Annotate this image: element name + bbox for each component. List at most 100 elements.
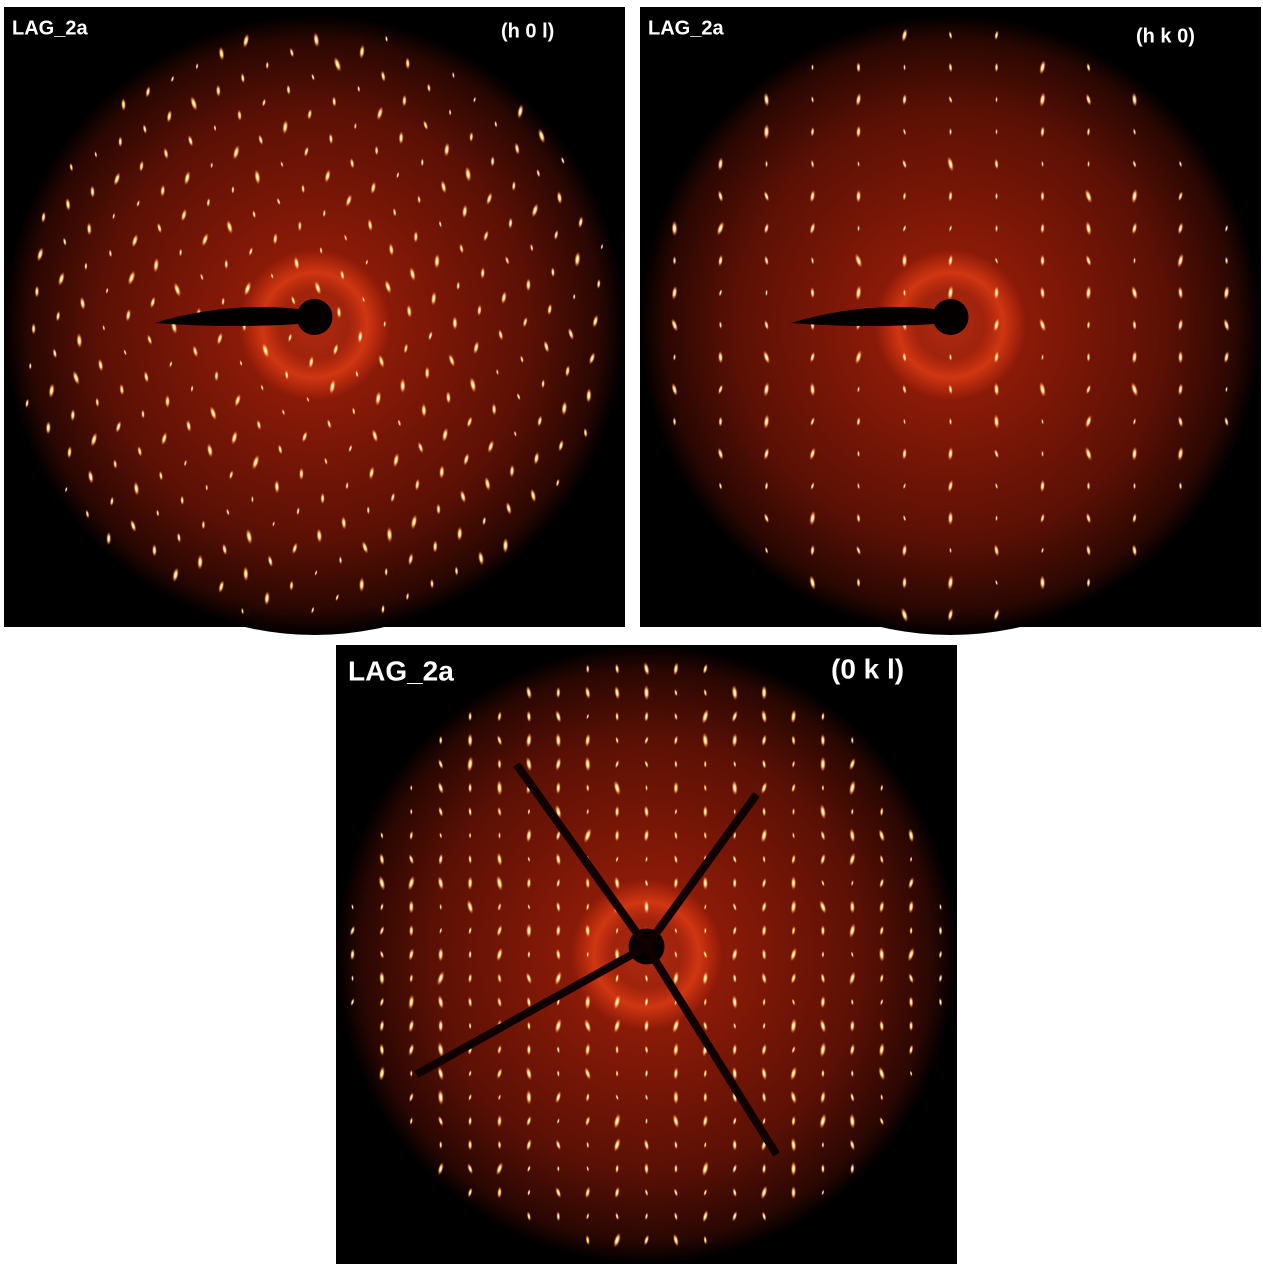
bragg-spot <box>560 156 565 165</box>
bragg-spot <box>494 120 498 128</box>
bragg-spot <box>902 514 907 522</box>
bragg-spot <box>467 1163 473 1175</box>
bragg-spot <box>673 1211 678 1221</box>
bragg-spot <box>820 830 826 841</box>
bragg-spot <box>439 832 443 839</box>
bragg-spot <box>392 207 397 217</box>
bragg-spot <box>420 158 424 167</box>
bragg-spot <box>432 540 438 553</box>
bragg-spot <box>703 831 708 840</box>
bragg-spot <box>585 902 590 912</box>
bragg-spot <box>556 1117 560 1125</box>
bragg-spot <box>791 925 796 936</box>
bragg-spot <box>127 270 136 286</box>
bragg-spot <box>324 169 331 184</box>
bragg-spot <box>379 1043 385 1057</box>
bragg-spot <box>468 1022 472 1030</box>
bragg-spot <box>408 948 415 961</box>
bragg-spot <box>195 62 199 70</box>
bragg-spot <box>310 606 315 614</box>
bragg-spot <box>674 950 678 959</box>
bragg-spot <box>879 1116 884 1126</box>
bragg-spot <box>336 305 342 319</box>
bragg-spot <box>592 314 599 328</box>
bragg-spot <box>903 418 906 425</box>
bragg-spot <box>452 316 458 331</box>
bragg-spot <box>790 947 797 962</box>
bragg-spot <box>764 255 769 266</box>
bragg-spot <box>383 320 387 328</box>
bragg-spot <box>265 61 269 70</box>
bragg-spot <box>556 1211 561 1222</box>
bragg-spot <box>615 1093 619 1101</box>
bragg-spot <box>480 267 486 280</box>
bragg-spot <box>464 166 472 183</box>
bragg-spot <box>1040 254 1045 267</box>
bragg-spot <box>1224 416 1229 427</box>
bragg-spot <box>732 1066 738 1081</box>
bragg-spot <box>466 416 473 428</box>
bragg-spot <box>459 489 467 504</box>
bragg-spot <box>585 664 590 674</box>
bragg-spot <box>1131 285 1138 300</box>
bragg-spot <box>251 454 260 470</box>
bragg-spot <box>555 478 560 488</box>
bragg-spot <box>643 1019 650 1033</box>
bragg-spot <box>644 997 649 1008</box>
bragg-spot <box>878 947 885 962</box>
bragg-spot <box>555 757 562 771</box>
bragg-spot <box>761 1163 767 1175</box>
bragg-spot <box>673 1188 679 1197</box>
bragg-spot <box>378 1066 385 1081</box>
bragg-spot <box>790 1137 797 1153</box>
bragg-spot <box>994 62 999 73</box>
bragg-spot <box>718 254 723 267</box>
bragg-spot <box>333 56 342 73</box>
bragg-spot <box>437 1162 444 1176</box>
bragg-spot <box>790 1066 797 1081</box>
bragg-spot <box>790 876 797 891</box>
bragg-spot <box>423 120 429 131</box>
bragg-spot <box>938 950 943 959</box>
bragg-spot <box>732 1187 737 1198</box>
bragg-spot <box>644 974 649 983</box>
bragg-spot <box>761 1211 767 1222</box>
bragg-spot <box>855 285 862 301</box>
bragg-spot <box>643 661 650 676</box>
bragg-spot <box>948 417 953 426</box>
bragg-spot <box>674 1163 678 1174</box>
bragg-spot <box>379 950 385 959</box>
bragg-spot <box>297 220 302 232</box>
bragg-spot <box>586 713 590 720</box>
bragg-spot <box>408 1019 415 1033</box>
bragg-spot <box>791 1185 796 1200</box>
bragg-spot <box>371 428 379 443</box>
bragg-spot <box>1086 127 1091 137</box>
bragg-spot <box>133 481 140 496</box>
bragg-spot <box>907 947 915 962</box>
bragg-spot <box>672 417 677 427</box>
bragg-spot <box>466 899 474 915</box>
bragg-spot <box>448 108 452 116</box>
bragg-spot <box>809 351 816 363</box>
bragg-spot <box>995 192 998 201</box>
bragg-spot <box>1131 350 1138 365</box>
bragg-spot <box>121 98 126 111</box>
bragg-spot <box>1041 160 1044 168</box>
bragg-spot <box>496 734 503 746</box>
bragg-spot <box>613 780 621 796</box>
bragg-spot <box>821 1069 825 1078</box>
bragg-spot <box>86 222 92 236</box>
bragg-spot <box>908 900 914 914</box>
bragg-spot <box>556 878 561 888</box>
bragg-spot <box>438 220 442 228</box>
bragg-spot <box>760 1185 768 1200</box>
bragg-spot <box>585 1186 591 1199</box>
bragg-spot <box>1039 575 1046 590</box>
bragg-spot <box>530 488 537 503</box>
bragg-spot <box>673 1090 679 1105</box>
bragg-spot <box>487 439 495 454</box>
bragg-spot <box>702 732 709 749</box>
bragg-spot <box>201 520 206 530</box>
bragg-spot <box>1177 318 1184 332</box>
